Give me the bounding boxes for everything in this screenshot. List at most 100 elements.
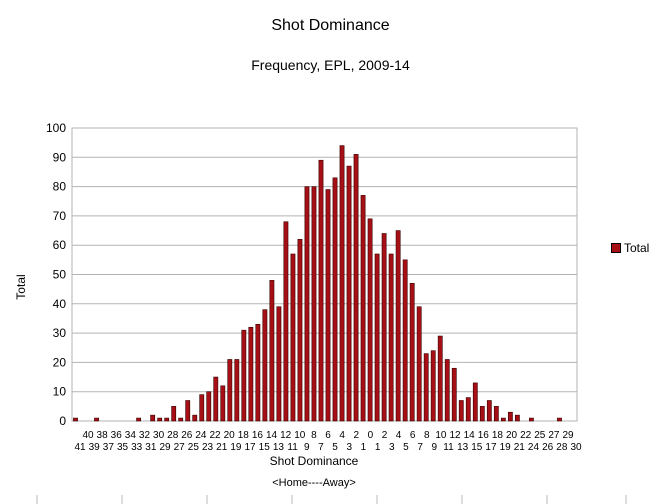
bar	[367, 218, 373, 422]
x-tick-label-upper: 29	[562, 430, 574, 441]
bar	[94, 417, 99, 422]
x-tick-label-upper: 8	[311, 430, 317, 441]
bar	[318, 159, 324, 422]
bar	[185, 400, 191, 422]
legend-swatch-total	[611, 243, 621, 253]
x-tick-label-lower: 1	[375, 442, 381, 453]
chart-subtitle: Frequency, EPL, 2009-14	[251, 57, 410, 73]
y-tick-label: 20	[53, 355, 67, 369]
x-tick-label-upper: 20	[506, 430, 518, 441]
bar	[304, 186, 310, 422]
x-tick-label-lower: 26	[542, 442, 554, 453]
x-tick-label-lower: 24	[528, 442, 540, 453]
x-tick-label-lower: 13	[273, 442, 285, 453]
bar	[479, 406, 485, 422]
bar	[262, 309, 268, 422]
x-tick-label-lower: 5	[332, 442, 338, 453]
y-tick-label: 30	[53, 326, 67, 340]
y-tick-label: 0	[59, 414, 66, 428]
bar	[388, 253, 394, 422]
bar	[437, 335, 443, 422]
bar	[276, 306, 282, 422]
bar	[374, 253, 380, 422]
x-tick-label-lower: 29	[159, 442, 171, 453]
y-tick-label: 40	[53, 297, 67, 311]
x-tick-label-upper: 27	[548, 430, 560, 441]
x-tick-label-lower: 7	[318, 442, 324, 453]
x-tick-label-upper: 10	[294, 430, 306, 441]
x-tick-label-upper: 2	[382, 430, 388, 441]
x-tick-label-upper: 6	[325, 430, 331, 441]
plot-frame	[71, 127, 578, 422]
x-tick-label-upper: 2	[353, 430, 359, 441]
bar	[416, 306, 422, 422]
x-tick-label-lower: 39	[89, 442, 101, 453]
bar	[269, 280, 275, 422]
bar	[444, 359, 450, 422]
legend: Total	[611, 241, 649, 255]
x-tick-label-lower: 33	[131, 442, 143, 453]
x-tick-label-upper: 14	[464, 430, 476, 441]
bar	[241, 329, 247, 422]
x-tick-label-upper: 36	[111, 430, 123, 441]
x-tick-label-upper: 12	[449, 430, 461, 441]
x-tick-label-upper: 22	[209, 430, 221, 441]
bar	[234, 359, 240, 422]
x-tick-label-lower: 15	[259, 442, 271, 453]
x-tick-label-upper: 16	[252, 430, 264, 441]
x-tick-label-upper: 32	[139, 430, 151, 441]
x-tick-label-lower: 21	[216, 442, 228, 453]
x-tick-label-lower: 7	[417, 442, 423, 453]
bar	[486, 400, 492, 422]
x-tick-label-upper: 25	[534, 430, 546, 441]
bar	[206, 391, 212, 422]
bar	[557, 417, 562, 422]
y-tick-label: 90	[53, 150, 67, 164]
x-tick-label-lower: 17	[244, 442, 256, 453]
x-tick-label-upper: 24	[195, 430, 207, 441]
x-tick-label-lower: 9	[432, 442, 438, 453]
bar	[227, 359, 233, 422]
bar	[213, 376, 219, 422]
bar	[423, 353, 429, 422]
bar	[451, 367, 457, 422]
x-tick-label-lower: 41	[74, 442, 86, 453]
x-tick-label-lower: 15	[471, 442, 483, 453]
x-tick-label-lower: 1	[361, 442, 367, 453]
bar	[493, 406, 499, 422]
bar	[500, 417, 506, 422]
bar	[220, 385, 226, 422]
x-tick-label-lower: 27	[174, 442, 186, 453]
bar	[507, 411, 513, 422]
bar	[381, 233, 387, 422]
x-tick-label-upper: 14	[266, 430, 278, 441]
x-tick-label-upper: 8	[424, 430, 430, 441]
x-tick-label-upper: 0	[368, 430, 374, 441]
bottom-edge-ticks	[36, 495, 627, 504]
y-tick-label: 70	[53, 209, 67, 223]
x-axis-title: Shot Dominance	[270, 454, 359, 468]
bar	[395, 230, 401, 422]
x-tick-label-lower: 17	[485, 442, 497, 453]
x-tick-label-upper: 12	[280, 430, 292, 441]
x-tick-label-lower: 25	[188, 442, 200, 453]
bar	[171, 406, 177, 422]
bar	[409, 282, 415, 422]
x-tick-label-lower: 35	[117, 442, 129, 453]
x-tick-label-lower: 3	[389, 442, 395, 453]
bar	[157, 417, 163, 422]
bar	[325, 189, 331, 422]
bar	[465, 397, 471, 422]
x-tick-label-upper: 18	[238, 430, 250, 441]
x-tick-label-upper: 18	[492, 430, 504, 441]
bar	[402, 259, 408, 422]
bar	[339, 145, 345, 422]
x-tick-label-lower: 37	[103, 442, 115, 453]
bar	[514, 414, 520, 422]
x-tick-label-upper: 28	[167, 430, 179, 441]
x-tick-label-upper: 4	[339, 430, 345, 441]
x-tick-label-upper: 6	[410, 430, 416, 441]
bar	[150, 414, 156, 422]
x-tick-label-lower: 19	[500, 442, 512, 453]
x-tick-label-lower: 5	[403, 442, 409, 453]
